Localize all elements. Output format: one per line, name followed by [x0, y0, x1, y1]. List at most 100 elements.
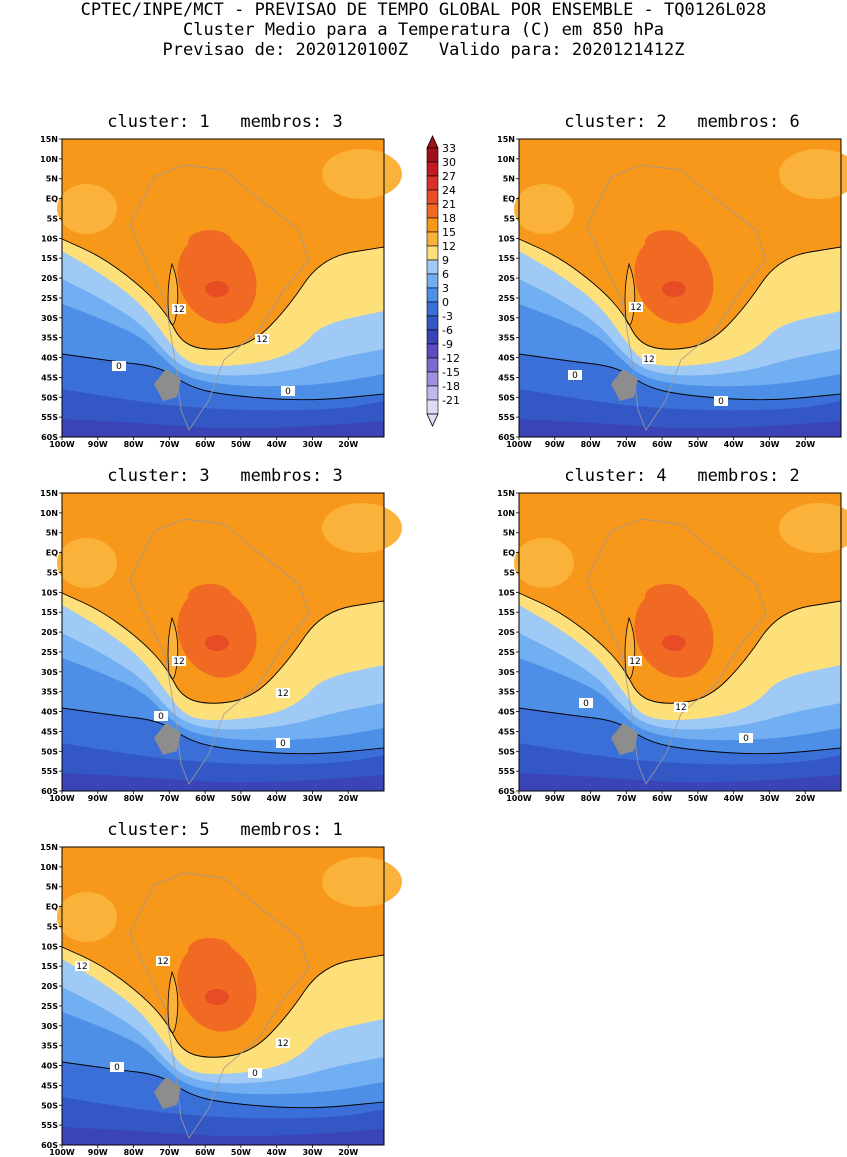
lon-tick-label: 50W	[231, 1148, 251, 1157]
lon-tick-label: 40W	[267, 440, 287, 449]
lon-tick-label: 20W	[795, 440, 815, 449]
contour-label: 0	[252, 1069, 258, 1079]
lon-tick-label: 80W	[124, 794, 144, 803]
contour-label-bg	[642, 354, 656, 364]
contour-label: 12	[76, 962, 87, 972]
map-panel-3: 15N 10N 5N EQ 5S 10S 15S 20S 25S 30S 35S 40S 45S 50S 5…	[40, 489, 402, 803]
lon-tick-label: 60W	[195, 794, 215, 803]
contour-label-bg	[110, 1062, 124, 1072]
continent-outline	[586, 518, 767, 785]
colorbar-swatch	[426, 245, 439, 261]
lat-tick-label: 15N	[40, 135, 58, 144]
lon-tick-label: 70W	[159, 440, 179, 449]
contour-label: 12	[173, 305, 184, 315]
lat-tick-label: 10S	[498, 234, 515, 243]
colorbar-label: 6	[442, 268, 449, 281]
lon-tick-label: 30W	[302, 794, 322, 803]
map-panel-5: 15N 10N 5N EQ 5S 10S 15S 20S 25S 30S 35S 40S 45S 50S 5…	[40, 843, 402, 1157]
lat-tick-label: 40S	[498, 708, 515, 717]
colorbar-label: -18	[442, 380, 460, 393]
contour-label: 12	[629, 657, 640, 667]
contour-label: 0	[718, 397, 724, 407]
contour-label: 12	[173, 657, 184, 667]
colorbar-label: -6	[442, 324, 453, 337]
lat-tick-label: 60S	[498, 787, 515, 796]
header-line-3: Previsao de: 2020120100Z Valido para: 20…	[162, 40, 685, 60]
lat-tick-label: 5N	[46, 175, 58, 184]
lat-tick-label: 50S	[41, 1101, 58, 1110]
lat-tick-label: 5S	[47, 922, 59, 931]
lat-tick-label: 15S	[498, 608, 515, 617]
lat-tick-label: 15S	[41, 254, 58, 263]
lat-tick-label: 35S	[498, 334, 515, 343]
contour-label-bg	[674, 702, 688, 712]
contour-label-bg	[172, 656, 186, 666]
contour-label-bg	[281, 386, 295, 396]
map-frame	[518, 492, 842, 792]
continent-outline	[129, 164, 310, 431]
lon-tick-label: 60W	[652, 794, 672, 803]
colorbar-label: 24	[442, 184, 456, 197]
lat-tick-label: 15N	[40, 843, 58, 852]
colorbar-top-arrow	[426, 135, 439, 149]
lat-tick-label: EQ	[46, 195, 58, 204]
lon-tick-label: 70W	[159, 1148, 179, 1157]
map-frame	[61, 138, 385, 438]
map-frame	[61, 846, 385, 1146]
lat-tick-label: 60S	[41, 1141, 58, 1150]
lon-tick-label: 60W	[652, 440, 672, 449]
contour-label: 12	[675, 703, 686, 713]
temperature-band	[62, 1127, 384, 1145]
hot-spot	[205, 989, 229, 1005]
hot-core	[177, 234, 257, 324]
lat-tick-label: 25S	[41, 1002, 58, 1011]
hot-core	[188, 584, 232, 608]
lon-tick-label: 30W	[302, 440, 322, 449]
lon-tick-label: 40W	[267, 1148, 287, 1157]
temperature-band	[62, 419, 384, 437]
lon-tick-label: 40W	[724, 440, 744, 449]
lon-tick-label: 60W	[195, 440, 215, 449]
hot-core	[177, 942, 257, 1032]
lat-tick-label: 10S	[41, 234, 58, 243]
colorbar-label: -9	[442, 338, 453, 351]
colorbar-label: 30	[442, 156, 456, 169]
lat-tick-label: 45S	[41, 727, 58, 736]
colorbar-swatch	[426, 217, 439, 233]
colorbar-label: 0	[442, 296, 449, 309]
hot-spot	[662, 281, 686, 297]
map-panel-4: 15N 10N 5N EQ 5S 10S 15S 20S 25S 30S 35S 40S 45S 50S 5…	[497, 489, 847, 803]
colorbar-label: -3	[442, 310, 453, 323]
warm-patch	[322, 503, 402, 553]
contour-label: 12	[256, 335, 267, 345]
lat-tick-label: 55S	[41, 767, 58, 776]
colorbar-swatch	[426, 385, 439, 401]
map-panel-1: 15N 10N 5N EQ 5S 10S 15S 20S 25S 30S 35S 40S 45S 50S 5…	[40, 135, 402, 449]
temperature-band	[519, 773, 841, 791]
lat-tick-label: 55S	[498, 767, 515, 776]
lat-tick-label: 5N	[46, 529, 58, 538]
continent-outline	[129, 518, 310, 785]
contour-label-bg	[714, 396, 728, 406]
lat-tick-label: 20S	[41, 628, 58, 637]
contour-label: 0	[116, 362, 122, 372]
contour-label-bg	[276, 1038, 290, 1048]
lat-tick-label: 10N	[497, 155, 515, 164]
colorbar-swatch	[426, 203, 439, 219]
lat-tick-label: 45S	[41, 1081, 58, 1090]
lat-tick-label: 30S	[41, 314, 58, 323]
map-frame	[518, 138, 842, 438]
lat-tick-label: 60S	[41, 787, 58, 796]
contour-label-bg	[156, 956, 170, 966]
lat-tick-label: 30S	[41, 668, 58, 677]
colorbar-swatch	[426, 371, 439, 387]
warm-patch	[57, 538, 117, 588]
lon-tick-label: 90W	[545, 794, 565, 803]
lon-tick-label: 90W	[88, 1148, 108, 1157]
lon-tick-label: 80W	[124, 1148, 144, 1157]
lat-tick-label: 35S	[498, 688, 515, 697]
colorbar-swatch	[426, 161, 439, 177]
contour-line	[61, 946, 385, 1058]
